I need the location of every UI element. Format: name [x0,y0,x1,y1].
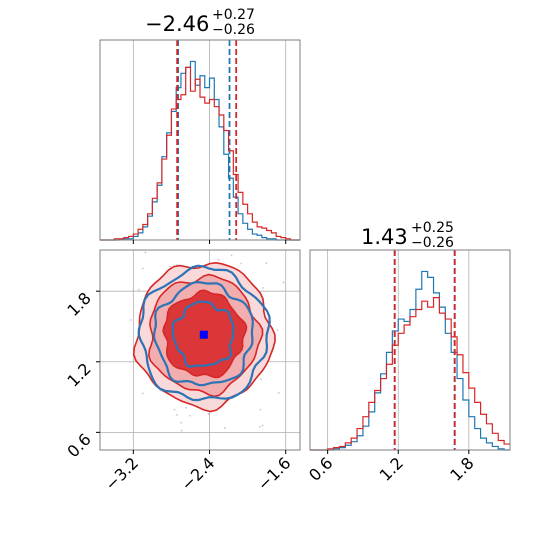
x-hist-series-1-steps [100,66,300,241]
y-param-title: 1.43 +0.25 −0.26 [361,221,481,256]
scatter-point [262,287,264,289]
scatter-point [240,262,243,265]
y-hist-tick-label-1: 1.2 [376,453,407,484]
y-hist-tick-label-2: 1.8 [446,453,477,484]
scatter-point [180,421,183,424]
scatter-point [180,429,183,432]
x-param-value: −2.46 [145,12,210,36]
scatter-point [265,262,268,265]
x-param-upper-error: +0.27 [212,7,255,23]
scatter-point [259,425,261,428]
x-param-lower-error: −0.26 [212,22,255,38]
scatter-point [230,254,233,257]
scatter-point [185,406,187,409]
scatter-point [277,391,280,394]
y-hist-series-0-steps [310,270,510,451]
scatter-point [224,426,226,429]
y-hist-series-1-steps [310,297,510,451]
y-hist-frame [309,249,511,451]
scatter-point [217,258,220,261]
scatter-point [207,413,210,415]
y-hist-tick-label-0: 0.6 [305,453,336,484]
scatter-point [261,424,264,427]
contour-red-level-2 [147,273,264,398]
y-param-lower-error: −0.26 [411,235,454,251]
scatter-point [276,329,279,332]
joint-ytick-label-1: 1.2 [63,359,94,390]
scatter-point [141,392,144,395]
x-param-title: −2.46 +0.27 −0.26 [145,8,275,43]
joint-center-marker [199,330,208,339]
contour-blue-level-2 [152,281,254,387]
joint-xtick-label-0: −3.2 [101,453,142,494]
scatter-point [189,414,191,417]
scatter-point [282,281,285,284]
scatter-point [141,267,144,270]
scatter-point [130,319,132,321]
scatter-point [129,361,132,363]
joint-ytick-label-0: 0.6 [63,430,94,461]
joint-xtick-label-1: −2.4 [177,453,218,494]
joint-frame [99,249,301,451]
contour-red-level-1 [162,289,248,379]
joint-ytick-label-2: 1.8 [63,289,94,320]
scatter-point [259,408,262,411]
x-hist-frame [99,39,301,241]
scatter-point [260,378,262,381]
scatter-point [173,408,176,411]
scatter-point [144,251,147,254]
scatter-point [169,265,171,268]
contour-blue-level-3 [137,264,271,402]
y-param-upper-error: +0.25 [411,220,454,236]
y-param-value: 1.43 [361,225,408,249]
scatter-point [176,413,178,416]
scatter-point [137,288,140,291]
joint-xtick-label-2: −1.6 [254,453,295,494]
contour-blue-level-1 [171,300,235,368]
